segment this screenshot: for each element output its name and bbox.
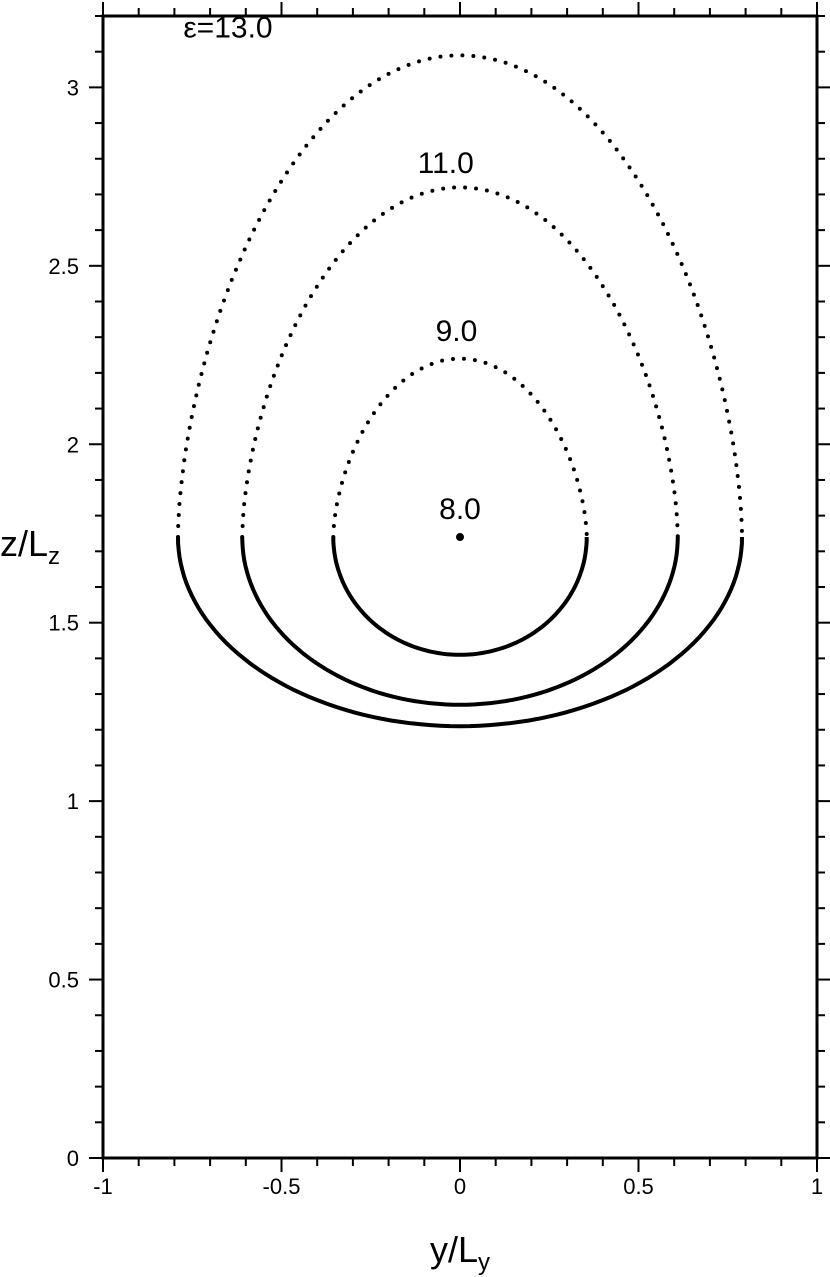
y-tick-label: 2.5 [48,254,79,279]
x-axis-title-main: y/L [430,1229,478,1270]
x-tick-label: -0.5 [263,1174,301,1199]
contour-label: 9.0 [436,315,478,348]
y-axis-title-sub: z [48,543,60,570]
center-point [456,533,464,542]
contour-lines [176,53,744,729]
contour-upper-dotted [176,53,744,539]
x-tick-label: -1 [93,1174,113,1199]
contour-lower-solid [240,536,680,707]
x-tick-label: 1 [811,1174,823,1199]
plot-frame [101,14,819,1160]
x-axis-title: y/Ly [430,1229,490,1276]
center-point-label: 8.0 [439,493,481,526]
y-axis-title-main: z/L [0,523,48,564]
contour-upper-dotted [331,356,589,539]
tick-labels: -1 -0.5 0 0.5 1 0 0.5 1 1.5 2 2.5 3 [48,75,823,1199]
y-tick-label: 0 [67,1146,79,1171]
contour-label: 11.0 [418,147,474,180]
y-axis-title: z/Lz [0,523,60,570]
contour-label: ε=13.0 [183,11,272,44]
contour-upper-dotted [240,185,680,539]
y-tick-label: 2 [67,432,79,457]
y-tick-label: 1 [67,789,79,814]
y-tick-label: 0.5 [48,968,79,993]
contour-lower-solid [331,537,589,657]
axis-ticks [89,2,830,1172]
x-axis-title-sub: y [478,1249,490,1276]
contour-lower-solid [176,536,744,729]
y-tick-label: 3 [67,75,79,100]
contour-labels: ε=13.0 11.0 9.0 8.0 [183,11,481,526]
x-tick-label: 0 [454,1174,466,1199]
x-tick-label: 0.5 [623,1174,654,1199]
y-tick-label: 1.5 [48,611,79,636]
